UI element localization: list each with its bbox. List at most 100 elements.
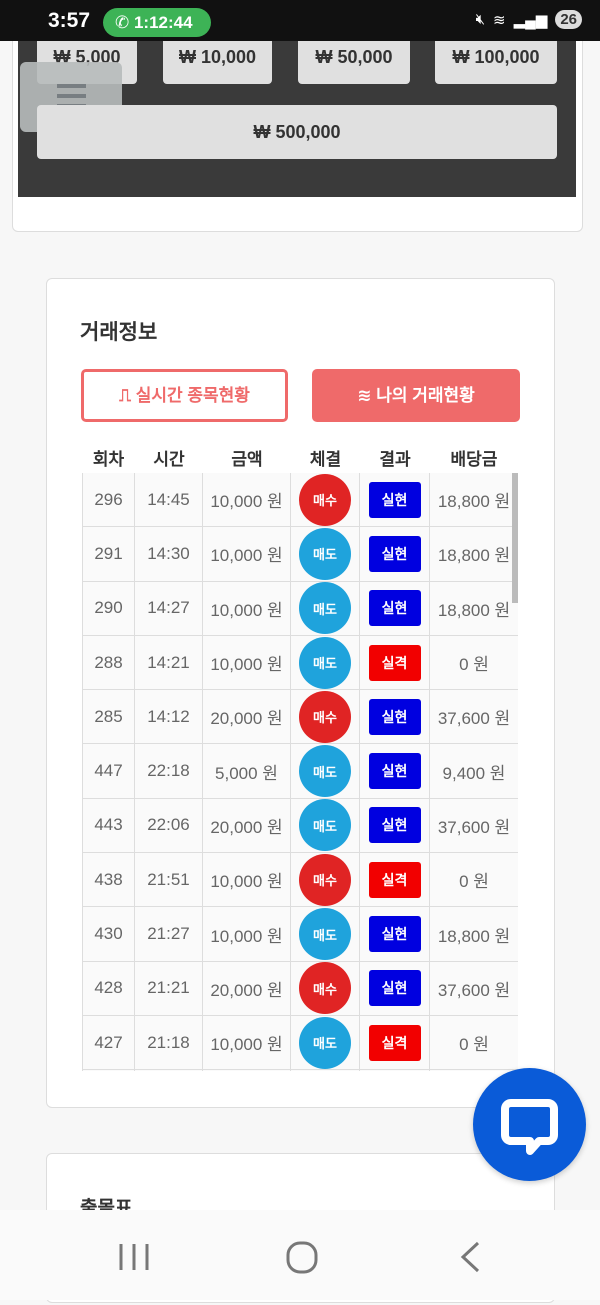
cell-payout: 37,600 원 [437,709,511,729]
cell-payout: 18,800 원 [437,600,511,620]
list-icon: ≋ [357,386,377,405]
cell-round: 430 [82,907,135,961]
cell-time: 14:12 [135,690,203,744]
tab-realtime[interactable]: ⎍ 실시간 종목현황 [81,369,288,422]
table-row: 428 21:21 20,000 원 매수 실현 37,600 원 [82,961,518,1016]
cell-payout: 0 원 [459,872,489,892]
table-row: 427 21:18 10,000 원 매도 실격 0 원 [82,1015,518,1071]
col-time: 시간 [153,450,185,469]
cell-side: 매도 [291,1015,360,1070]
sell-badge: 매도 [299,527,351,580]
table-row: 430 21:27 10,000 원 매도 실현 18,800 원 [82,907,518,962]
sell-badge: 매도 [299,908,351,961]
cell-payout: 18,800 원 [437,926,511,946]
cell-round: 443 [82,798,135,853]
cell-payout: 9,400 원 [442,763,506,783]
buy-badge: 매수 [299,853,351,906]
recent-apps-button[interactable] [119,1244,149,1270]
cell-amount: 10,000 원 [203,527,291,581]
cell-amount: 20,000 원 [203,690,291,744]
cell-time: 21:18 [135,1015,203,1070]
system-icons: 🔇︎ ≋ ▂▄▆ 26 [476,10,582,29]
cell-side: 매수 [291,690,360,744]
lose-badge: 실격 [368,644,421,681]
win-badge: 실현 [368,535,421,572]
win-badge: 실현 [368,753,421,790]
win-badge: 실현 [368,481,421,518]
tab-realtime-label: 실시간 종목현황 [135,386,250,405]
cell-payout: 18,800 원 [437,546,511,566]
cell-side: 매도 [291,581,360,635]
cell-side: 매수 [291,961,360,1015]
cell-result: 실현 [360,690,430,744]
battery-indicator: 26 [555,10,582,29]
cell-amount: 10,000 원 [203,581,291,635]
cell-payout: 18,800 원 [437,492,511,512]
hamburger-icon [57,84,86,88]
cell-round: 428 [82,961,135,1015]
cell-amount: 5,000 원 [203,744,291,798]
col-side: 체결 [309,450,342,469]
cell-result: 실현 [360,527,430,581]
table-scrollbar[interactable] [512,473,518,603]
home-button[interactable] [286,1241,318,1274]
buy-badge: 매수 [299,690,351,743]
cell-side: 매수 [291,853,360,907]
table-row: 443 22:06 20,000 원 매도 실현 37,600 원 [82,798,518,854]
cell-round: 438 [82,853,135,907]
cell-time: 14:30 [135,527,203,581]
table-header: 회차 시간 금액 체결 결과 배당금 [82,445,518,470]
cell-side: 매도 [291,527,360,581]
cell-side: 매도 [291,635,360,690]
sell-badge: 매도 [299,636,351,689]
col-round: 회차 [92,450,125,469]
cell-payout: 37,600 원 [437,980,511,1000]
sell-badge: 매도 [299,582,351,635]
table-row: 447 22:18 5,000 원 매도 실현 9,400 원 [82,744,518,799]
amount-button-500000[interactable]: ₩ 500,000 [37,105,557,159]
trade-table[interactable]: 296 14:45 10,000 원 매수 실현 18,800 원 291 14… [82,473,518,1071]
cell-payout: 0 원 [459,655,489,675]
cell-round: 290 [82,581,135,635]
table-row: 288 14:21 10,000 원 매도 실격 0 원 [82,635,518,691]
cell-time: 21:21 [135,961,203,1015]
buy-badge: 매수 [299,473,351,526]
cell-time: 14:27 [135,581,203,635]
buy-badge: 매수 [299,962,351,1015]
lose-badge: 실격 [368,861,421,898]
win-badge: 실현 [368,916,421,953]
wifi-icon: ≋ [493,11,506,29]
cell-time: 14:21 [135,635,203,690]
col-result: 결과 [379,450,411,469]
tab-my-trades[interactable]: ≋ 나의 거래현황 [312,369,520,422]
call-duration: 1:12:44 [133,13,193,32]
cell-amount: 10,000 원 [203,853,291,907]
cell-payout: 37,600 원 [437,817,511,837]
win-badge: 실현 [368,807,421,844]
cell-side: 매수 [291,473,360,527]
sell-badge: 매도 [299,1016,351,1069]
back-button[interactable] [460,1241,480,1273]
cell-amount: 20,000 원 [203,961,291,1015]
cell-round: 427 [82,1015,135,1070]
cell-result: 실격 [360,853,430,907]
col-amount: 금액 [231,450,263,469]
chat-button[interactable] [473,1068,586,1181]
lose-badge: 실격 [368,1024,421,1061]
cell-round: 291 [82,527,135,581]
cell-time: 22:18 [135,744,203,798]
call-indicator[interactable]: ✆ 1:12:44 [103,8,211,37]
cell-amount: 10,000 원 [203,635,291,690]
cell-result: 실현 [360,581,430,635]
clock: 3:57 [48,9,91,32]
win-badge: 실현 [368,970,421,1007]
win-badge: 실현 [368,590,421,627]
section-title: 거래정보 [80,321,158,344]
cell-side: 매도 [291,744,360,798]
table-row: 438 21:51 10,000 원 매수 실격 0 원 [82,853,518,908]
cell-result: 실현 [360,473,430,527]
cell-amount: 10,000 원 [203,1015,291,1070]
win-badge: 실현 [368,698,421,735]
cell-result: 실현 [360,744,430,798]
cell-round: 285 [82,690,135,744]
